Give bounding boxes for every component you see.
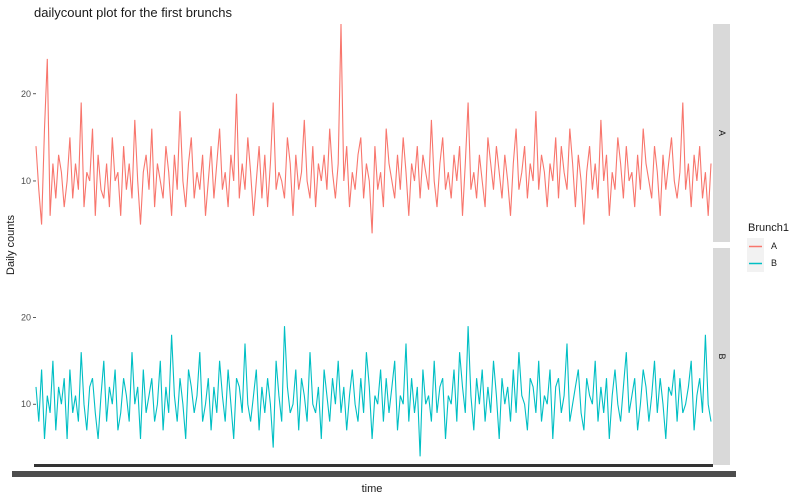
chart-title: dailycount plot for the first brunchs	[34, 5, 232, 20]
y-axis-title: Daily counts	[5, 215, 17, 275]
y-tick-label: 20	[21, 89, 31, 99]
facet-strip-label-a: A	[717, 130, 727, 136]
legend-label-b: B	[771, 258, 777, 268]
y-tick-label: 10	[21, 399, 31, 409]
facet-strip-a	[713, 24, 730, 242]
legend-title: Brunch1	[748, 222, 789, 234]
y-tick-label: 20	[21, 312, 31, 322]
x-tick-labels-band	[12, 471, 736, 477]
legend: Brunch1 A B	[747, 222, 789, 272]
facet-strip-b	[713, 248, 730, 465]
legend-label-a: A	[771, 241, 777, 251]
x-axis-title: time	[362, 483, 383, 495]
facet-panels: A 10 20 B 10 20	[12, 23, 736, 477]
facet-strip-label-b: B	[717, 353, 727, 359]
series-line-b	[35, 326, 712, 457]
y-tick-label: 10	[21, 176, 31, 186]
x-axis-ticks	[34, 464, 713, 467]
series-line-a	[35, 23, 712, 234]
